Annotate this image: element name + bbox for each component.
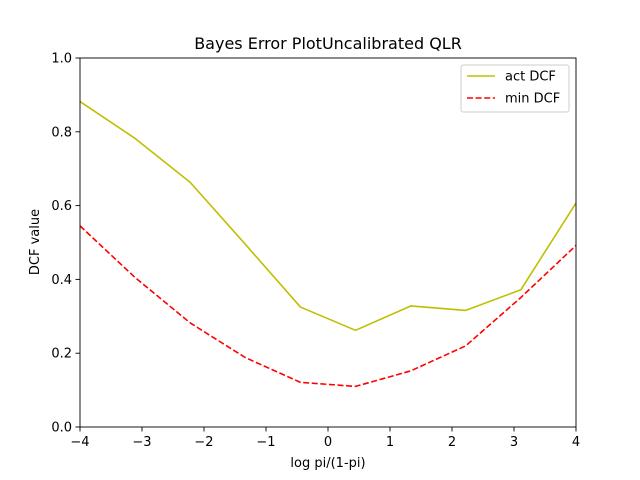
chart-title: Bayes Error PlotUncalibrated QLR	[194, 34, 462, 53]
x-tick-label: 3	[510, 435, 518, 450]
legend-label: act DCF	[505, 70, 556, 85]
y-tick-label: 0.2	[51, 347, 72, 362]
y-tick-label: 0.0	[51, 421, 72, 436]
y-tick-label: 0.4	[51, 273, 72, 288]
x-tick-label: −2	[194, 435, 213, 450]
y-axis-title: DCF value	[28, 209, 43, 275]
series-line-act-dcf	[79, 100, 577, 332]
x-tick-label: −4	[70, 435, 89, 450]
legend-label: min DCF	[505, 92, 560, 107]
series-line-min-dcf	[79, 225, 577, 388]
x-tick-label: 2	[448, 435, 456, 450]
y-tick-label: 0.6	[51, 199, 72, 214]
y-tick-label: 1.0	[51, 52, 72, 67]
x-tick-label: −3	[132, 435, 151, 450]
x-axis-title: log pi/(1-pi)	[290, 456, 365, 471]
x-tick-label: 1	[386, 435, 394, 450]
y-tick-label: 0.8	[51, 125, 72, 140]
x-tick-label: 0	[324, 435, 332, 450]
x-tick-label: 4	[572, 435, 580, 450]
plot-area: −4 −3 −2 −1 0 1 2 3 4 0.0 0.2 0.4 0.6 0.8 1.0	[51, 52, 580, 451]
legend: act DCF min DCF	[460, 64, 570, 113]
x-tick-label: −1	[256, 435, 275, 450]
